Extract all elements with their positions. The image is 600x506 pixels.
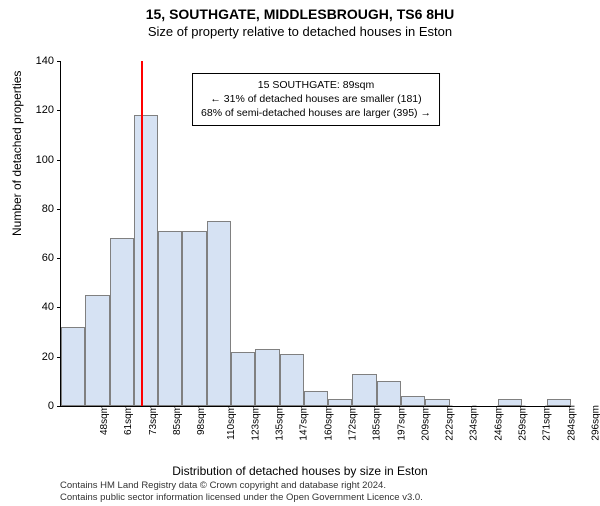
y-tick-label: 20 bbox=[24, 351, 54, 363]
x-tick-label: 185sqm bbox=[372, 405, 383, 441]
y-tick-mark bbox=[57, 160, 61, 161]
chart-container: 15, SOUTHGATE, MIDDLESBROUGH, TS6 8HU Si… bbox=[0, 6, 600, 506]
y-tick-mark bbox=[57, 406, 61, 407]
annotation-line2: ← 31% of detached houses are smaller (18… bbox=[201, 92, 431, 106]
y-tick-mark bbox=[57, 61, 61, 62]
histogram-bar bbox=[304, 391, 328, 406]
x-tick-label: 271sqm bbox=[542, 405, 553, 441]
x-tick-label: 160sqm bbox=[323, 405, 334, 441]
histogram-bar bbox=[498, 399, 522, 406]
y-tick-label: 40 bbox=[24, 301, 54, 313]
x-tick-label: 48sqm bbox=[99, 405, 110, 435]
histogram-bar bbox=[231, 352, 255, 406]
histogram-bar bbox=[255, 349, 279, 406]
histogram-bar bbox=[182, 231, 206, 406]
footer-line1: Contains HM Land Registry data © Crown c… bbox=[60, 480, 423, 492]
annotation-box: 15 SOUTHGATE: 89sqm ← 31% of detached ho… bbox=[192, 73, 440, 126]
annotation-line3: 68% of semi-detached houses are larger (… bbox=[201, 106, 431, 120]
histogram-bar bbox=[207, 221, 231, 406]
footer-line2: Contains public sector information licen… bbox=[60, 492, 423, 504]
property-marker-line bbox=[141, 61, 143, 406]
histogram-bar bbox=[377, 381, 401, 406]
histogram-bar bbox=[401, 396, 425, 406]
y-tick-mark bbox=[57, 258, 61, 259]
y-tick-mark bbox=[57, 307, 61, 308]
x-tick-label: 197sqm bbox=[396, 405, 407, 441]
x-tick-label: 147sqm bbox=[299, 405, 310, 441]
histogram-bar bbox=[547, 399, 571, 406]
histogram-bar bbox=[425, 399, 449, 406]
x-tick-label: 172sqm bbox=[348, 405, 359, 441]
y-tick-label: 140 bbox=[24, 55, 54, 67]
x-tick-label: 73sqm bbox=[148, 405, 159, 435]
y-tick-label: 0 bbox=[24, 400, 54, 412]
histogram-bar bbox=[280, 354, 304, 406]
x-tick-label: 98sqm bbox=[196, 405, 207, 435]
x-tick-label: 222sqm bbox=[445, 405, 456, 441]
y-tick-label: 120 bbox=[24, 104, 54, 116]
x-tick-label: 123sqm bbox=[250, 405, 261, 441]
y-tick-mark bbox=[57, 110, 61, 111]
y-tick-label: 80 bbox=[24, 203, 54, 215]
histogram-bar bbox=[158, 231, 182, 406]
histogram-bar bbox=[85, 295, 109, 406]
x-axis-label: Distribution of detached houses by size … bbox=[0, 464, 600, 478]
plot-area: 15 SOUTHGATE: 89sqm ← 31% of detached ho… bbox=[60, 61, 571, 407]
footer-attribution: Contains HM Land Registry data © Crown c… bbox=[60, 480, 423, 504]
chart-title-main: 15, SOUTHGATE, MIDDLESBROUGH, TS6 8HU bbox=[0, 6, 600, 22]
x-tick-label: 135sqm bbox=[275, 405, 286, 441]
x-tick-label: 209sqm bbox=[420, 405, 431, 441]
x-tick-label: 61sqm bbox=[123, 405, 134, 435]
x-tick-label: 284sqm bbox=[566, 405, 577, 441]
x-tick-label: 234sqm bbox=[469, 405, 480, 441]
chart-title-sub: Size of property relative to detached ho… bbox=[0, 24, 600, 39]
x-tick-label: 296sqm bbox=[590, 405, 600, 441]
x-tick-label: 110sqm bbox=[225, 405, 236, 440]
histogram-bar bbox=[110, 238, 134, 406]
histogram-bar bbox=[134, 115, 158, 406]
x-tick-label: 259sqm bbox=[518, 405, 529, 441]
histogram-bar bbox=[352, 374, 376, 406]
histogram-bar bbox=[61, 327, 85, 406]
annotation-line1: 15 SOUTHGATE: 89sqm bbox=[201, 78, 431, 92]
x-tick-label: 85sqm bbox=[172, 405, 183, 435]
y-tick-label: 60 bbox=[24, 252, 54, 264]
x-tick-label: 246sqm bbox=[493, 405, 504, 441]
histogram-bar bbox=[328, 399, 352, 406]
y-axis-label: Number of detached properties bbox=[10, 71, 24, 236]
y-tick-label: 100 bbox=[24, 154, 54, 166]
y-tick-mark bbox=[57, 209, 61, 210]
